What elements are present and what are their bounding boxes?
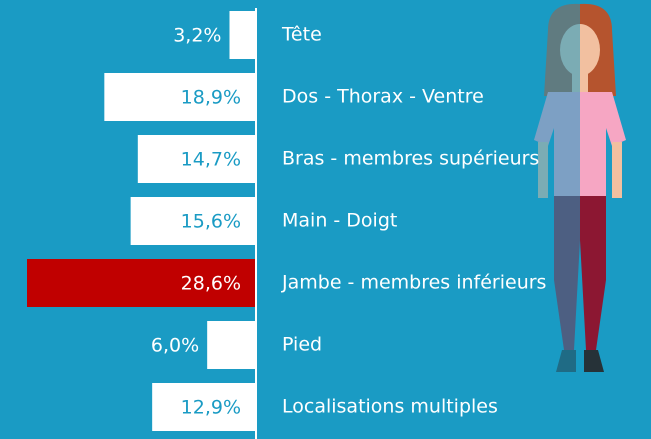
value-label: 14,7% [181, 149, 241, 171]
value-label: 28,6% [181, 273, 241, 295]
bar [207, 321, 255, 369]
value-label: 15,6% [181, 211, 241, 233]
category-label: Tête [281, 24, 322, 46]
bar [137, 135, 255, 183]
category-label: Dos - Thorax - Ventre [282, 86, 484, 108]
woman-illustration [530, 0, 626, 380]
category-label: Localisations multiples [282, 396, 498, 418]
category-label: Pied [282, 334, 322, 356]
bar [152, 383, 255, 431]
bar [130, 197, 255, 245]
category-label: Main - Doigt [282, 210, 397, 232]
category-label: Jambe - membres inférieurs [281, 272, 546, 294]
bar [104, 73, 255, 121]
bar [27, 259, 255, 307]
value-label: 18,9% [181, 87, 241, 109]
category-label: Bras - membres supérieurs [282, 148, 539, 170]
value-label: 6,0% [151, 335, 199, 357]
value-label: 12,9% [181, 397, 241, 419]
bar [229, 11, 255, 59]
value-label: 3,2% [173, 25, 221, 47]
